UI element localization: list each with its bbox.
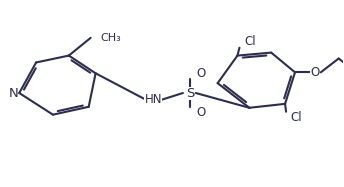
Text: Cl: Cl xyxy=(290,111,302,124)
Text: O: O xyxy=(197,106,206,119)
Text: Cl: Cl xyxy=(244,35,256,48)
Text: CH₃: CH₃ xyxy=(100,33,121,43)
Text: HN: HN xyxy=(144,93,162,106)
Text: O: O xyxy=(197,67,206,80)
Text: O: O xyxy=(310,66,320,79)
Text: S: S xyxy=(186,87,194,99)
Text: N: N xyxy=(8,87,18,99)
